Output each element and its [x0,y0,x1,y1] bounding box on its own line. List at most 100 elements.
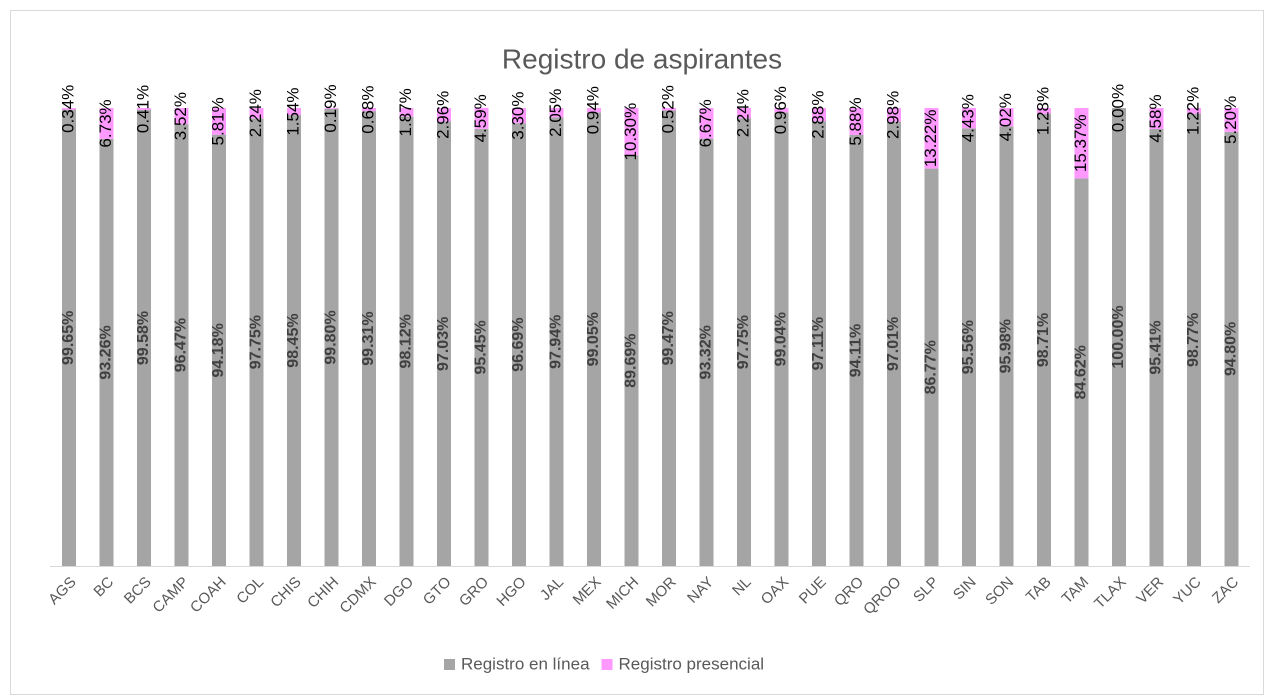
data-label: 1.28% [1033,87,1052,135]
bar-segment [549,108,564,118]
bar-segment [62,108,76,110]
data-label: 99.65% [60,311,77,365]
bar-segment [1149,108,1164,130]
bar-segment [362,111,376,566]
data-label: 97.01% [885,317,902,371]
data-label: 99.05% [585,312,602,366]
data-label: 0.52% [658,85,677,133]
data-label: 95.41% [1148,320,1165,374]
bar-segment [1037,113,1051,566]
data-label: 94.18% [210,323,227,377]
data-label: 0.19% [321,84,340,132]
bar-segment [1112,108,1126,566]
bar-segment [699,138,714,566]
data-label: 99.31% [360,311,377,365]
bar-segment [962,108,976,129]
data-label: 94.11% [848,324,865,377]
data-label: 1.22% [1183,87,1202,135]
bar-segment [1074,178,1089,566]
bar-segment [924,108,939,169]
data-label: 97.75% [735,315,752,369]
data-label: 4.58% [1146,94,1165,142]
bar-segment [962,128,976,566]
bar-segment [549,117,564,566]
data-label: 2.88% [808,91,827,139]
bar-segment [324,108,339,566]
bar-segment [362,108,376,112]
data-label: 5.88% [846,97,865,145]
data-label: 2.05% [546,89,565,137]
bar-segment [924,168,939,567]
data-label: 0.68% [358,86,377,134]
data-label: 13.22% [921,109,940,167]
bar-segment [137,108,151,110]
data-label: 89.69% [623,333,640,387]
bar-segment [1074,108,1089,179]
bar-segment [437,121,451,566]
data-label: 86.77% [923,340,940,394]
bar-segment [212,108,226,135]
data-label: 98.77% [1185,313,1202,367]
data-label: 6.73% [96,99,115,147]
bar-segment [624,108,639,156]
data-label: 93.26% [98,325,115,379]
bar-segment [174,124,189,567]
data-label: 2.24% [733,89,752,137]
bar-segment [174,108,189,125]
bar-segment [774,108,789,113]
bar-segment [737,118,751,567]
legend-swatch [601,659,613,670]
data-label: 4.02% [996,93,1015,141]
bar-segment [62,109,76,566]
data-label: 97.03% [435,317,452,371]
bar-segment [474,107,489,129]
data-label: 2.98% [883,91,902,139]
bar-segment [812,121,826,566]
data-label: 96.47% [173,318,190,372]
data-label: 0.00% [1108,84,1127,132]
bar-segment [999,126,1014,567]
data-label: 97.11% [810,317,827,370]
data-label: 98.12% [398,314,415,368]
data-label: 3.30% [508,92,527,140]
bar-segment [99,108,114,139]
data-label: 5.81% [208,97,227,145]
data-label: 6.67% [696,99,715,147]
data-label: 0.41% [133,85,152,133]
bar-segment [999,108,1014,127]
data-label: 0.94% [583,86,602,134]
data-label: 0.34% [58,85,77,133]
data-label: 95.98% [998,319,1015,373]
data-label: 99.04% [773,312,790,366]
bar-segment [1187,108,1201,114]
bar-segment [249,118,264,567]
bar-segment [287,108,301,116]
data-label: 4.43% [958,94,977,142]
data-label: 2.24% [246,89,265,137]
bar-segment [662,108,676,111]
data-label: 1.87% [396,88,415,136]
data-label: 0.96% [771,86,790,134]
bar-segment [99,138,114,566]
bar-segment [887,121,901,566]
bar-segment [287,115,301,566]
bar-segment [399,108,414,117]
bar-segment [849,134,864,566]
bar-segment [512,123,526,567]
bar-segment [437,108,451,122]
bar-segment [1037,108,1051,114]
bar-segment [1187,113,1201,567]
data-label: 99.58% [135,311,152,365]
data-label: 2.96% [433,91,452,139]
bar-segment [1224,131,1239,567]
data-label: 15.37% [1071,114,1090,172]
bar-segment [1149,129,1164,566]
bar-segment [137,109,151,567]
bar-segment [324,108,339,109]
bar-segment [812,108,826,122]
bar-segment [849,108,864,135]
legend-swatch [444,659,455,670]
data-label: 4.59% [471,94,490,142]
data-label: 96.69% [510,317,527,371]
data-label: 1.54% [283,87,302,135]
